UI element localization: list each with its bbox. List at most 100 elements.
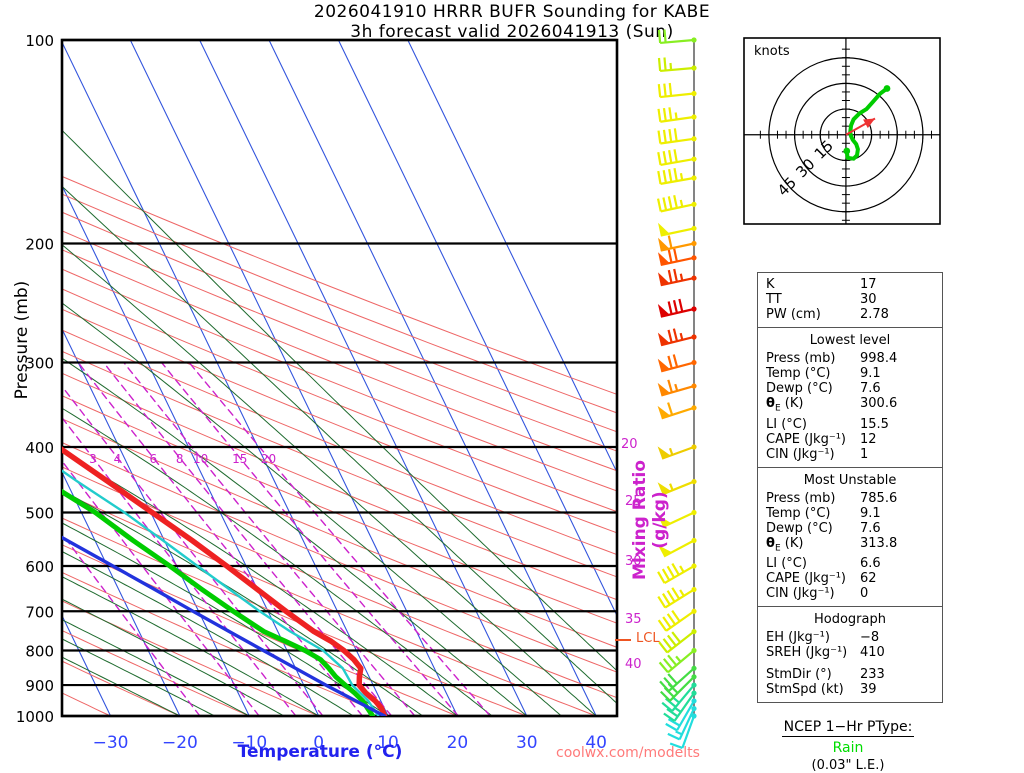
svg-text:3: 3 [89, 452, 97, 466]
svg-text:40: 40 [585, 733, 607, 753]
svg-text:20: 20 [261, 452, 276, 466]
stat-row: Dewp (°C) 7.6 [758, 381, 942, 396]
stat-row: PW (cm) 2.78 [758, 307, 942, 322]
svg-text:0: 0 [313, 733, 324, 753]
stats-lowest-level-section: Lowest level Press (mb) 998.4 Temp (°C) 9.1… [758, 328, 942, 468]
stat-value: 233 [860, 667, 885, 683]
svg-text:4: 4 [114, 452, 122, 466]
stat-value: 62 [860, 571, 877, 587]
svg-text:25: 25 [625, 494, 642, 509]
mixing-ratio-axis-label: Mixing Ratio (g/kg) [630, 460, 670, 580]
stat-label: TT [766, 292, 782, 307]
stat-row: CIN (Jkg⁻¹) 1 [758, 447, 942, 462]
ptype-title: NCEP 1−Hr PType: [781, 719, 915, 737]
svg-text:500: 500 [25, 505, 54, 523]
stat-value: 9.1 [860, 366, 881, 381]
most-unstable-title: Most Unstable [803, 472, 897, 488]
svg-text:−30: −30 [93, 733, 129, 753]
ptype-panel: NCEP 1−Hr PType: Rain (0.03" L.E.) [748, 716, 948, 773]
stat-label: SREH (Jkg⁻¹) [766, 645, 848, 661]
stat-value: 12 [860, 431, 877, 447]
stat-row: Temp (°C) 9.1 [758, 506, 942, 521]
stat-value: 7.6 [860, 381, 881, 396]
stat-row: Temp (°C) 9.1 [758, 366, 942, 381]
stats-indices-section: K 17 TT 30 PW (cm) 2.78 [758, 273, 942, 328]
stat-label: StmSpd (kt) [766, 682, 844, 698]
stat-label: Press (mb) [766, 351, 836, 366]
stat-row: CAPE (Jkg⁻¹) 62 [758, 571, 942, 586]
stat-label: PW (cm) [766, 307, 821, 322]
ptype-value: Rain [832, 740, 864, 756]
sounding-stats-panel: K 17 TT 30 PW (cm) 2.78 Lowest level Press (m… [757, 272, 943, 704]
stat-value: 313.8 [860, 535, 898, 551]
svg-text:100: 100 [25, 32, 54, 50]
stat-value: 1 [860, 446, 869, 462]
stat-value: 7.6 [860, 520, 881, 536]
stat-row: LI (°C) 15.5 [758, 417, 942, 432]
stat-value: 17 [860, 277, 877, 292]
stat-label: CAPE (Jkg⁻¹) [766, 571, 846, 587]
stat-value: 0 [860, 586, 869, 602]
svg-text:35: 35 [625, 612, 642, 627]
lcl-label: LCL [636, 631, 660, 646]
y-axis-label: Pressure (mb) [12, 280, 32, 400]
stat-value: 39 [860, 682, 877, 698]
stat-value: 410 [860, 645, 885, 661]
svg-text:600: 600 [25, 558, 54, 576]
svg-text:40: 40 [625, 657, 642, 672]
stat-label: LI (°C) [766, 416, 807, 432]
svg-text:15: 15 [232, 452, 247, 466]
stat-row: TT 30 [758, 292, 942, 307]
svg-text:700: 700 [25, 603, 54, 621]
stats-most-unstable-section: Most Unstable Press (mb) 785.6 Temp (°C) 9.… [758, 468, 942, 608]
stat-label: Dewp (°C) [766, 381, 833, 396]
stat-row: θE (K) 300.6 [758, 396, 942, 417]
page-title-line2: 3h forecast valid 2026041913 (Sun) [350, 22, 674, 42]
stat-value: 6.6 [860, 556, 881, 572]
svg-text:20: 20 [621, 437, 638, 452]
stat-value: −8 [860, 630, 880, 646]
stat-label: Temp (°C) [766, 366, 831, 381]
stat-label: Temp (°C) [766, 505, 831, 521]
stat-row: SREH (Jkg⁻¹) 410 [758, 645, 942, 660]
hodograph-stats-title: Hodograph [814, 612, 886, 628]
stat-row: K 17 [758, 277, 942, 292]
stat-label: LI (°C) [766, 556, 807, 572]
stat-label: StmDir (°) [766, 667, 832, 683]
stat-row: LI (°C) 6.6 [758, 556, 942, 571]
stat-row: CAPE (Jkg⁻¹) 12 [758, 432, 942, 447]
svg-text:200: 200 [25, 235, 54, 253]
stat-row: Dewp (°C) 7.6 [758, 521, 942, 536]
stat-label: EH (Jkg⁻¹) [766, 630, 830, 646]
stat-label: Press (mb) [766, 490, 836, 506]
svg-text:6: 6 [150, 452, 158, 466]
svg-text:−20: −20 [162, 733, 198, 753]
stat-value: 30 [860, 292, 877, 307]
skewt-grid [60, 38, 631, 718]
svg-text:300: 300 [25, 355, 54, 373]
svg-text:20: 20 [447, 733, 469, 753]
x-axis-label: Temperature (°C) [237, 742, 403, 762]
svg-text:30: 30 [516, 733, 538, 753]
stat-row: EH (Jkg⁻¹) −8 [758, 630, 942, 645]
svg-text:800: 800 [25, 642, 54, 660]
stat-label: θE (K) [766, 535, 804, 554]
stat-row: StmSpd (kt) 39 [758, 682, 942, 697]
svg-text:1000: 1000 [16, 708, 54, 726]
stat-row: Press (mb) 998.4 [758, 351, 942, 366]
sounding-profiles [62, 446, 388, 716]
stat-label: CIN (Jkg⁻¹) [766, 586, 835, 602]
hodograph-units-label: knots [754, 44, 790, 59]
stat-label: CIN (Jkg⁻¹) [766, 446, 835, 462]
stat-row: θE (K) 313.8 [758, 536, 942, 557]
stat-label: K [766, 277, 775, 292]
credit-text: coolwx.com/modelts [556, 745, 700, 761]
stat-label: Dewp (°C) [766, 520, 833, 536]
stat-value: 15.5 [860, 416, 889, 432]
stat-value: 9.1 [860, 505, 881, 521]
svg-text:400: 400 [25, 439, 54, 457]
stat-label: θE (K) [766, 396, 804, 414]
